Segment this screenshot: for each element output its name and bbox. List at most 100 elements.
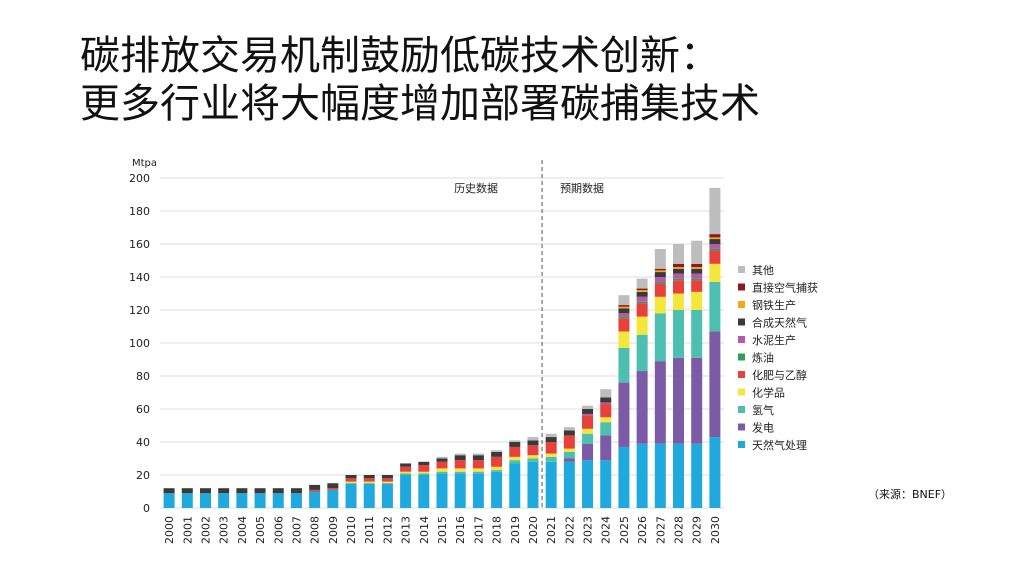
bar-segment-2030-series-8 — [709, 237, 721, 240]
bar-segment-2012-series-0 — [381, 483, 393, 508]
x-tick-label: 2016 — [454, 516, 467, 544]
legend-swatch — [738, 318, 745, 326]
bar-segment-2003-series-7 — [218, 488, 230, 494]
bar-segment-2009-series-0 — [327, 489, 339, 508]
bar-segment-2021-series-2 — [545, 456, 557, 462]
x-tick-label: 2027 — [654, 516, 667, 544]
bar-segment-2000-series-0 — [163, 493, 175, 508]
y-tick-label: 20 — [136, 469, 150, 482]
bar-segment-2014-series-2 — [418, 473, 430, 475]
bar-segment-2025-series-4 — [618, 318, 630, 332]
bar-segment-2027-series-6 — [654, 277, 666, 282]
legend-swatch — [738, 336, 745, 343]
bar-segment-2022-series-7 — [563, 430, 575, 436]
bar-segment-2030-series-1 — [709, 331, 721, 438]
bar-segment-2011-series-0 — [363, 483, 375, 508]
bar-segment-2016-series-4 — [454, 460, 466, 469]
bar-segment-2022-series-10 — [563, 427, 575, 431]
bar-segment-2013-series-3 — [400, 471, 412, 474]
bar-segment-2015-series-2 — [436, 471, 448, 474]
x-tick-label: 2015 — [436, 516, 449, 544]
bar-segment-2026-series-2 — [636, 334, 648, 372]
bar-segment-2028-series-6 — [673, 273, 685, 279]
bar-segment-2020-series-2 — [527, 458, 539, 462]
y-tick-label: 100 — [129, 337, 150, 350]
legend-label: 化学品 — [752, 386, 785, 400]
x-tick-label: 2000 — [163, 516, 176, 544]
bar-segment-2028-series-3 — [673, 293, 685, 310]
bar-segment-2029-series-0 — [691, 443, 703, 508]
bar-segment-2013-series-0 — [400, 475, 412, 508]
bar-segment-2013-series-4 — [400, 466, 412, 472]
bar-segment-2025-series-8 — [618, 306, 630, 309]
bar-segment-2030-series-6 — [709, 244, 721, 249]
legend-label: 炼油 — [752, 351, 774, 365]
x-tick-label: 2011 — [363, 516, 376, 544]
bar-segment-2008-series-0 — [309, 491, 321, 508]
x-tick-label: 2025 — [618, 516, 631, 544]
legend-label: 直接空气捕获 — [752, 281, 818, 295]
bar-segment-2029-series-4 — [691, 280, 703, 292]
bar-segment-2022-series-1 — [563, 458, 575, 462]
legend-label: 水泥生产 — [752, 333, 796, 347]
legend-label: 钢铁生产 — [752, 298, 796, 312]
bar-segment-2019-series-3 — [509, 456, 521, 461]
x-tick-label: 2019 — [509, 516, 522, 544]
bar-segment-2017-series-4 — [472, 460, 484, 469]
bar-segment-2030-series-7 — [709, 239, 721, 244]
bar-segment-2004-series-7 — [236, 488, 248, 494]
legend-label: 合成天然气 — [752, 316, 807, 330]
x-tick-label: 2014 — [418, 516, 431, 544]
bar-segment-2017-series-0 — [472, 473, 484, 508]
y-tick-label: 40 — [136, 436, 150, 449]
bar-segment-2009-series-4 — [327, 488, 339, 490]
bar-segment-2029-series-9 — [691, 263, 703, 268]
legend-swatch — [738, 301, 745, 308]
bar-segment-2022-series-4 — [563, 435, 575, 449]
legend-label: 氢气 — [752, 403, 774, 417]
bar-segment-2005-series-0 — [254, 493, 266, 508]
bar-segment-2028-series-5 — [673, 278, 685, 281]
bar-segment-2026-series-0 — [636, 443, 648, 508]
bar-segment-2028-series-4 — [673, 280, 685, 294]
bar-segment-2023-series-3 — [582, 428, 594, 434]
bar-segment-2008-series-7 — [309, 484, 321, 490]
legend-swatch — [738, 283, 745, 291]
legend-label: 化肥与乙醇 — [752, 368, 807, 382]
y-tick-label: 80 — [136, 370, 150, 383]
bar-segment-2006-series-0 — [272, 493, 284, 508]
bar-segment-2019-series-0 — [509, 463, 521, 508]
x-tick-label: 2028 — [673, 516, 686, 544]
bar-segment-2027-series-2 — [654, 313, 666, 362]
bar-segment-2012-series-4 — [381, 478, 393, 482]
bar-segment-2012-series-3 — [381, 481, 393, 484]
bar-segment-2006-series-7 — [272, 488, 284, 494]
y-axis-label: Mtpa — [132, 158, 157, 169]
bar-segment-2011-series-4 — [363, 478, 375, 482]
bar-segment-2008-series-4 — [309, 489, 321, 492]
bar-segment-2024-series-0 — [600, 460, 612, 508]
bar-segment-2030-series-0 — [709, 437, 721, 508]
bar-segment-2020-series-4 — [527, 445, 539, 456]
bar-segment-2020-series-0 — [527, 461, 539, 508]
x-tick-label: 2013 — [400, 516, 413, 544]
bar-segment-2002-series-0 — [199, 493, 211, 508]
bar-segment-2014-series-4 — [418, 465, 430, 472]
y-tick-label: 60 — [136, 403, 150, 416]
bar-segment-2007-series-0 — [290, 493, 302, 508]
bar-segment-2010-series-7 — [345, 475, 357, 479]
bar-segment-2026-series-1 — [636, 371, 648, 444]
bar-segment-2012-series-7 — [381, 475, 393, 479]
bar-segment-2020-series-3 — [527, 455, 539, 459]
bar-segment-2027-series-5 — [654, 281, 666, 284]
legend-swatch — [738, 441, 745, 448]
bar-segment-2025-series-9 — [618, 305, 630, 307]
bar-segment-2027-series-4 — [654, 283, 666, 297]
bar-segment-2023-series-2 — [582, 433, 594, 444]
bar-segment-2024-series-4 — [600, 404, 612, 418]
bar-segment-2022-series-0 — [563, 461, 575, 508]
y-tick-label: 160 — [129, 238, 150, 251]
bar-segment-2013-series-7 — [400, 463, 412, 467]
bar-segment-2020-series-7 — [527, 440, 539, 446]
